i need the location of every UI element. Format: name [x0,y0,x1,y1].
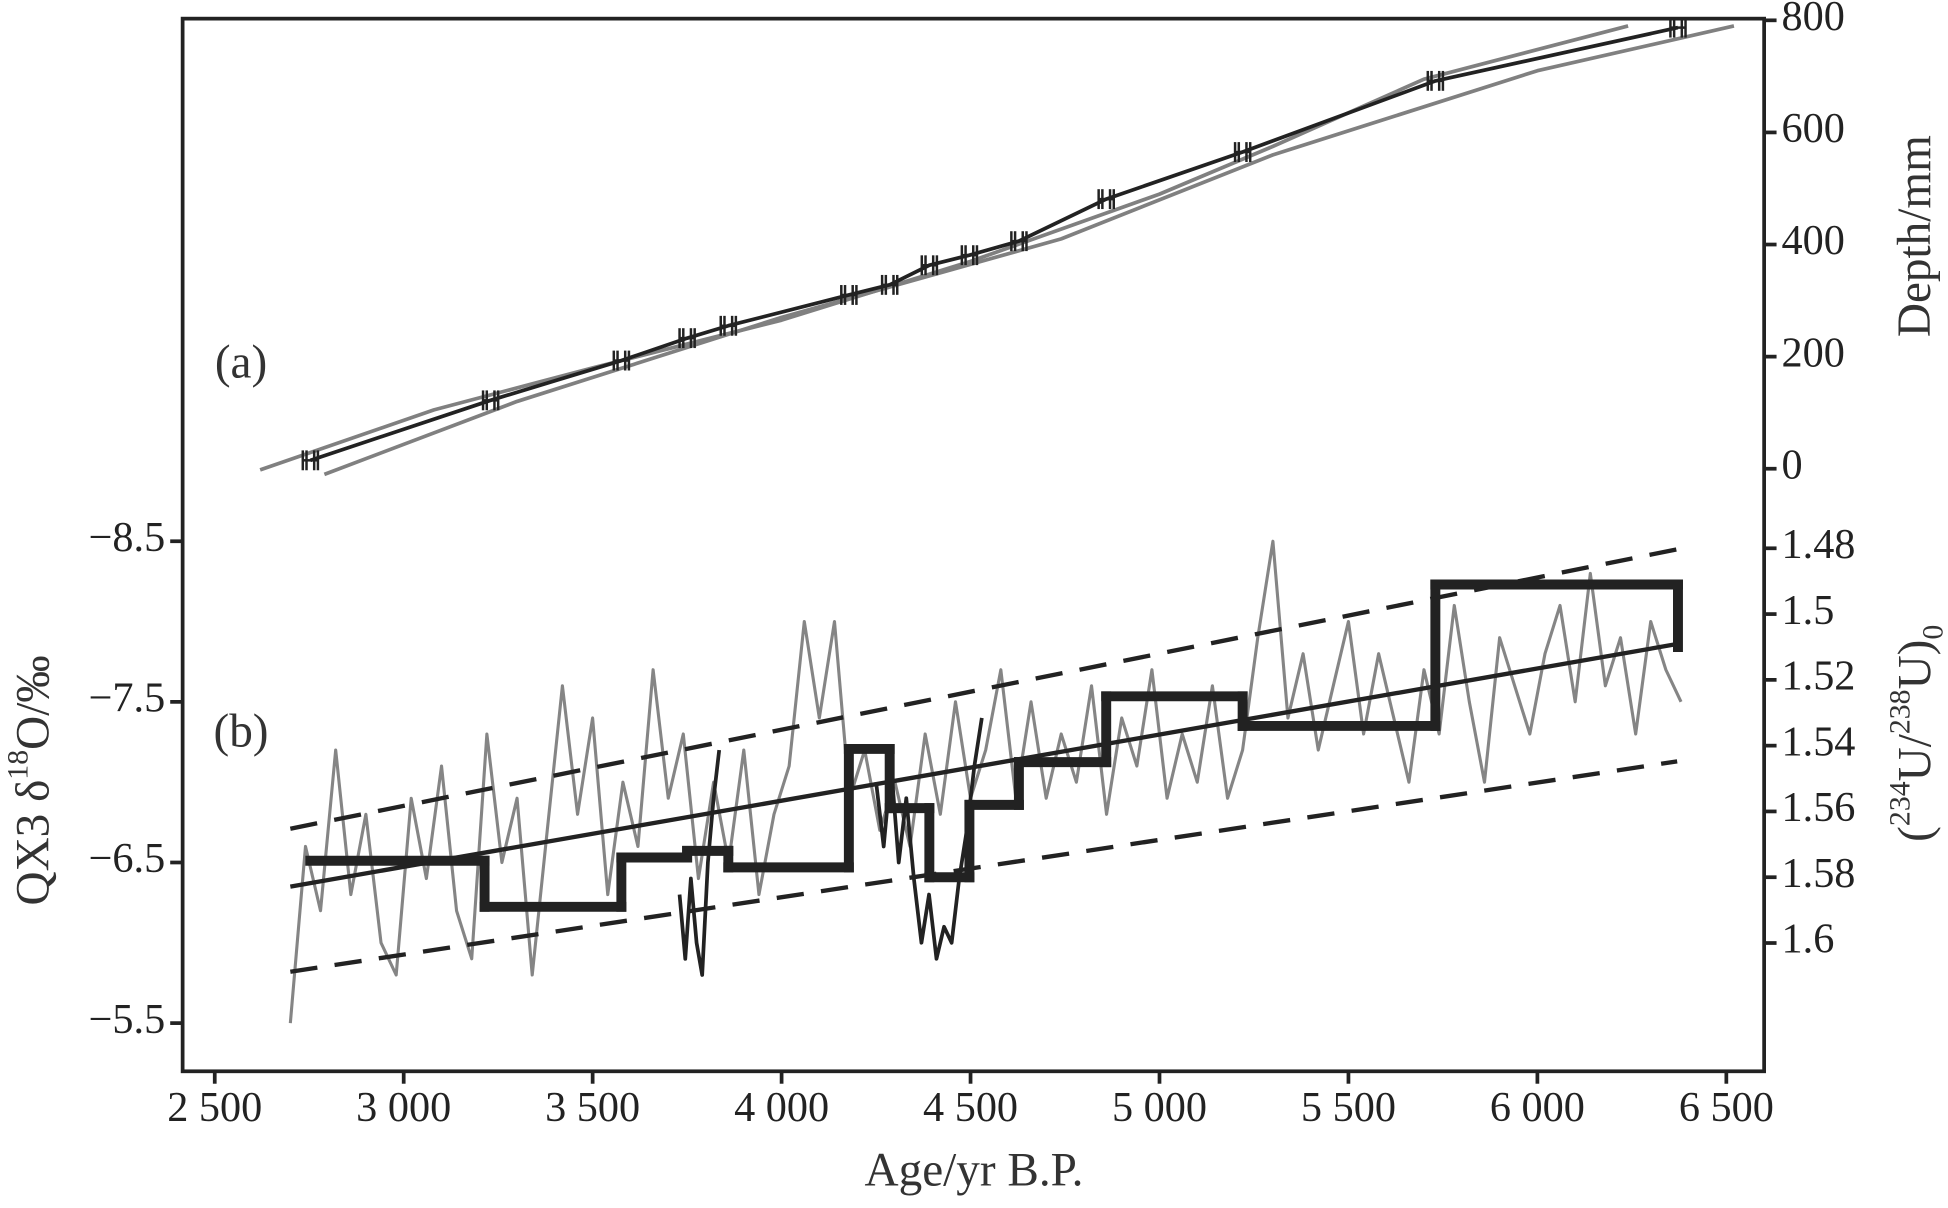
x-tick-label: 6 000 [1490,1084,1585,1131]
error-bar [1669,17,1687,38]
error-bar [678,328,696,349]
label-part: ( [1889,826,1941,842]
y-axis-label: QX3 δ18O/‰ [2,655,59,905]
error-bar [960,245,979,266]
tick-label: 0 [1782,441,1803,488]
error-bar [301,450,320,471]
label-part: 234 [1884,781,1917,826]
data-line [323,24,1735,477]
tick-label: −5.5 [89,996,166,1043]
label-part: QX3 δ [7,780,59,906]
plot-frame [180,16,1766,1074]
tick-label: 800 [1782,0,1845,40]
x-tick-label: 3 000 [356,1084,451,1131]
label-part: 18 [2,750,35,780]
x-tick-label: 4 500 [923,1084,1018,1131]
label-part: U/ [1889,733,1941,781]
y2-axis-label: (234U/238U)0 [1884,625,1948,842]
label-part: U) [1889,640,1941,690]
tick-label: 1.6 [1782,916,1835,963]
error-bar [1010,231,1028,252]
tick-label: 200 [1782,329,1845,376]
error-bar [719,315,738,336]
tick-label: 600 [1782,105,1845,152]
data-line [289,547,1678,831]
tick-label: 1.5 [1782,587,1835,634]
error-bar [920,255,939,276]
label-part: O/‰ [7,655,59,749]
x-tick-label: 2 500 [167,1084,262,1131]
tick-label: 1.48 [1782,521,1856,568]
tick-label: 400 [1782,217,1845,264]
x-tick-label: 5 500 [1301,1084,1396,1131]
x-tick-label: 4 000 [734,1084,829,1131]
error-bar [612,350,631,371]
error-bar [1426,70,1445,91]
tick-label: 1.58 [1782,850,1856,897]
error-bar [1233,142,1252,162]
x-axis-label: Age/yr B.P. [865,1144,1084,1196]
y-axis-label: Depth/mm [1889,135,1941,337]
label-part: 238 [1884,689,1917,734]
error-bar [1097,189,1116,210]
data-line [289,641,1678,889]
data-line [309,25,1679,463]
error-bar [481,390,500,411]
label-part: 0 [1917,625,1948,640]
panel-label: (a) [215,336,267,388]
x-tick-label: 3 500 [545,1084,640,1131]
x-tick-label: 5 000 [1112,1084,1207,1131]
tick-label: −6.5 [89,835,166,882]
error-bar [880,274,899,295]
error-bar [840,285,858,305]
data-line [290,759,1678,974]
tick-label: 1.52 [1782,653,1856,700]
tick-label: −7.5 [89,675,166,722]
panel-label: (b) [213,706,268,758]
data-line [259,24,1629,472]
data-line [288,539,1683,1024]
tick-label: 1.56 [1782,784,1856,831]
tick-label: 1.54 [1782,718,1856,765]
tick-label: −8.5 [89,514,166,561]
x-tick-label: 6 500 [1679,1084,1774,1131]
